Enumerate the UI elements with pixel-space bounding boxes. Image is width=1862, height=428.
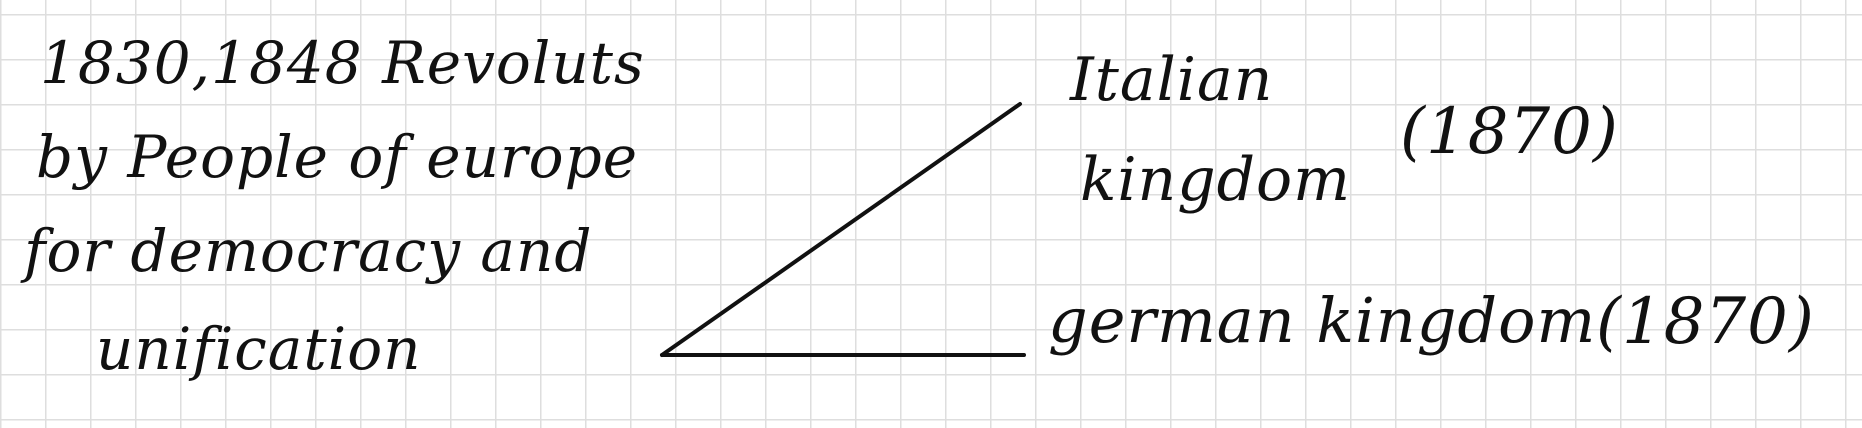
- note-line-unification: unification: [96, 315, 422, 383]
- branch-line-italian: [660, 102, 1022, 357]
- italian-kingdom-label-line-1: Italian: [1070, 45, 1274, 115]
- note-line-people: by People of europe: [36, 123, 639, 191]
- german-kingdom-year: (1870): [1596, 285, 1815, 359]
- note-line-revolutions: 1830,1848 Revoluts: [40, 29, 645, 97]
- german-kingdom-label: german kingdom: [1048, 284, 1597, 357]
- italian-kingdom-label-line-2: kingdom: [1080, 145, 1352, 215]
- note-line-democracy: for democracy and: [24, 217, 593, 285]
- italian-kingdom-year: (1870): [1400, 95, 1619, 169]
